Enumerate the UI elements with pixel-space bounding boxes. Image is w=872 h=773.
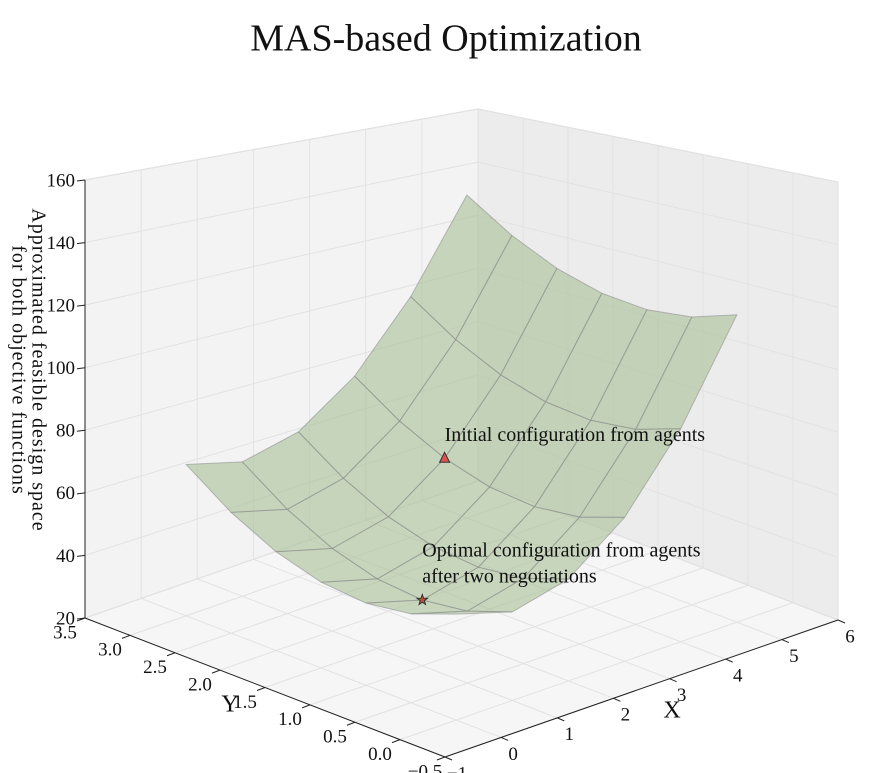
marker-triangle [438, 451, 451, 463]
z-tick-label: 40 [56, 546, 75, 567]
x-axis-label: X [663, 698, 680, 724]
z-tick [76, 492, 86, 495]
grid-line [84, 161, 479, 244]
x-tick-label: 0 [508, 744, 518, 765]
y-tick-label: 2.0 [188, 674, 212, 695]
grid-line [84, 214, 479, 306]
y-tick-label: −0.5 [408, 761, 442, 773]
x-tick [781, 639, 790, 644]
y-tick [121, 634, 131, 639]
y-tick [211, 669, 221, 674]
grid-line [264, 550, 659, 688]
chart-title: MAS-based Optimization [250, 18, 642, 60]
x-tick-label: 1 [565, 724, 575, 745]
grid-line [84, 108, 479, 181]
y-axis-label: Y [221, 692, 238, 718]
z-tick [76, 617, 86, 620]
y-tick [346, 721, 356, 726]
x-tick [669, 678, 677, 683]
y-tick-label: 1.0 [278, 709, 302, 730]
z-tick-label: 60 [56, 483, 75, 504]
z-tick-label: 120 [47, 296, 76, 317]
y-tick-label: 3.5 [53, 622, 77, 643]
x-tick-label: 2 [621, 705, 631, 726]
x-tick [557, 717, 565, 722]
x-tick-label: 4 [733, 666, 743, 687]
grid-line [309, 567, 704, 706]
z-tick [76, 367, 86, 370]
y-tick-label: 3.0 [98, 640, 122, 661]
y-tick [166, 652, 176, 657]
z-tick [76, 179, 86, 182]
z-tick-label: 140 [47, 233, 76, 254]
y-tick [436, 756, 446, 761]
grid-line [84, 267, 479, 369]
z-tick-label: 100 [47, 358, 76, 379]
y-tick [391, 739, 401, 744]
x-tick-label: 3 [677, 685, 687, 706]
y-tick [256, 687, 266, 691]
y-tick-label: 2.5 [143, 657, 167, 678]
x-tick-label: 5 [789, 646, 799, 667]
x-tick [500, 736, 509, 741]
z-axis-label: Approximated feasible design space [27, 208, 49, 531]
x-tick-label: 6 [845, 626, 855, 647]
annotation: Optimal configuration from agents [422, 540, 700, 562]
z-tick [76, 429, 86, 432]
y-tick-label: 0.5 [323, 727, 347, 748]
grid-line [354, 584, 749, 723]
z-axis-label: for both objective functions [7, 245, 29, 495]
annotation: after two negotiations [422, 566, 597, 588]
y-tick-label: 0.0 [368, 744, 392, 765]
grid-line [399, 602, 794, 741]
z-tick-label: 20 [56, 608, 75, 629]
x-tick [444, 756, 453, 761]
z-tick [76, 554, 86, 557]
z-tick-label: 80 [56, 421, 75, 442]
z-tick [76, 304, 86, 307]
annotation: Initial configuration from agents [445, 424, 706, 446]
x-axis [444, 619, 839, 758]
x-tick-label: −1 [447, 763, 467, 773]
y-tick-label: 1.5 [233, 692, 257, 713]
grid-line [477, 161, 839, 246]
x-tick [725, 658, 733, 663]
surface-patch [411, 610, 513, 615]
x-tick [613, 697, 621, 702]
y-tick [301, 704, 311, 709]
marker-star [415, 592, 429, 606]
z-tick [76, 242, 86, 245]
grid-line [477, 214, 839, 308]
z-tick-label: 160 [47, 170, 76, 191]
x-tick [837, 619, 846, 624]
grid-line [477, 108, 839, 183]
